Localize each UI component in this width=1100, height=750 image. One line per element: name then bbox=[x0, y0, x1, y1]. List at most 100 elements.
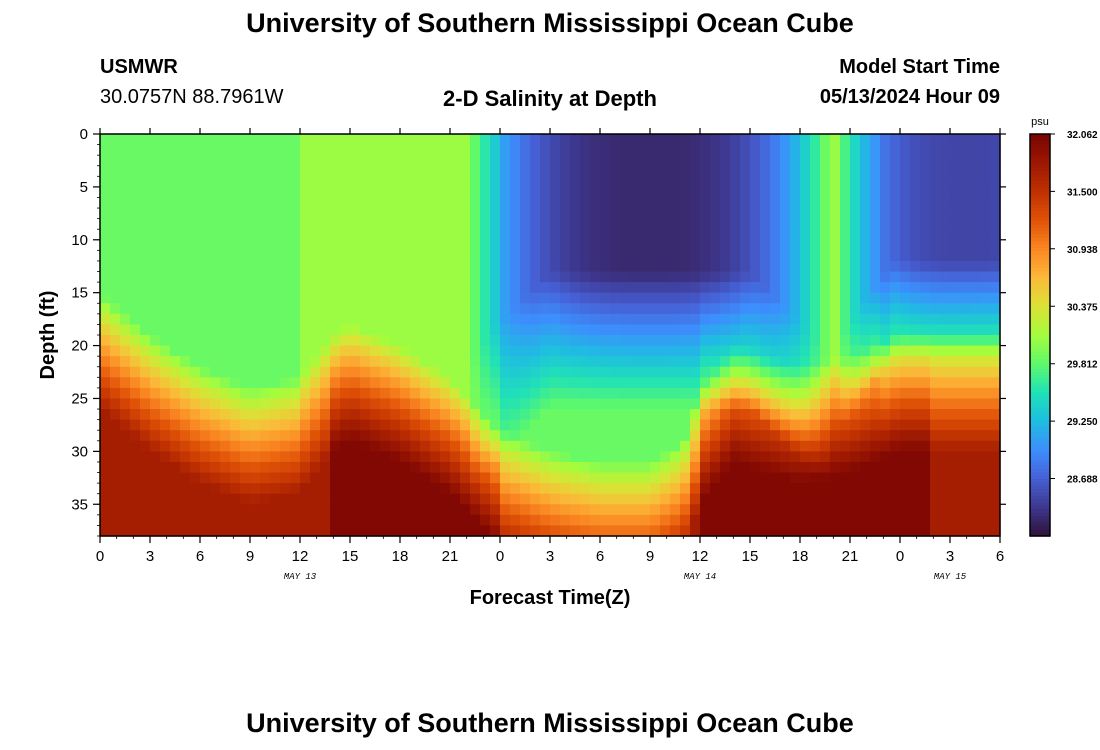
heatmap-cell bbox=[150, 282, 161, 294]
heatmap-cell bbox=[470, 387, 481, 400]
heatmap-cell bbox=[640, 250, 651, 262]
heatmap-cell bbox=[900, 430, 911, 442]
heatmap-cell bbox=[950, 271, 961, 283]
colorbar-segment bbox=[1030, 251, 1050, 256]
heatmap-cell bbox=[950, 387, 961, 400]
heatmap-cell bbox=[150, 229, 161, 241]
heatmap-cell bbox=[730, 282, 741, 294]
heatmap-cell bbox=[670, 483, 681, 495]
station-coords: 30.0757N 88.7961W bbox=[100, 86, 284, 108]
heatmap-cell bbox=[190, 186, 201, 199]
heatmap-cell bbox=[350, 134, 361, 146]
heatmap-cell bbox=[410, 356, 421, 368]
heatmap-cell bbox=[980, 260, 991, 273]
heatmap-cell bbox=[390, 218, 401, 230]
heatmap-cell bbox=[430, 419, 441, 431]
colorbar-segment bbox=[1030, 261, 1050, 266]
heatmap-cell bbox=[850, 250, 861, 262]
heatmap-cell bbox=[930, 472, 941, 484]
heatmap-cell bbox=[910, 292, 921, 304]
heatmap-cell bbox=[570, 134, 581, 146]
heatmap-cell bbox=[120, 514, 131, 527]
heatmap-cell bbox=[360, 398, 371, 410]
heatmap-cell bbox=[140, 313, 151, 326]
heatmap-cell bbox=[980, 430, 991, 442]
heatmap-cell bbox=[120, 345, 131, 357]
heatmap-cell bbox=[610, 483, 621, 495]
heatmap-cell bbox=[690, 197, 701, 209]
heatmap-cell bbox=[310, 356, 321, 368]
heatmap-cell bbox=[890, 409, 901, 421]
heatmap-cell bbox=[780, 218, 791, 230]
heatmap-cell bbox=[810, 155, 821, 167]
heatmap-cell bbox=[370, 218, 381, 230]
heatmap-cell bbox=[360, 335, 371, 347]
heatmap-cell bbox=[890, 218, 901, 230]
heatmap-cell bbox=[770, 303, 781, 315]
heatmap-cell bbox=[800, 260, 811, 273]
heatmap-cell bbox=[440, 176, 451, 188]
heatmap-cell bbox=[360, 504, 371, 516]
heatmap-cell bbox=[210, 525, 221, 537]
heatmap-cell bbox=[310, 440, 321, 452]
colorbar-segment bbox=[1030, 365, 1050, 370]
heatmap-cell bbox=[550, 483, 561, 495]
heatmap-cell bbox=[380, 525, 391, 537]
heatmap-cell bbox=[300, 419, 311, 431]
heatmap-cell bbox=[580, 155, 591, 167]
heatmap-cell bbox=[810, 409, 821, 421]
heatmap-cell bbox=[720, 345, 731, 357]
heatmap-cell bbox=[750, 303, 761, 315]
heatmap-cell bbox=[130, 472, 141, 484]
heatmap-cell bbox=[320, 366, 331, 378]
heatmap-cell bbox=[720, 313, 731, 326]
heatmap-cell bbox=[700, 218, 711, 230]
colorbar-segment bbox=[1030, 512, 1050, 517]
heatmap-cell bbox=[620, 440, 631, 452]
heatmap-cell bbox=[670, 409, 681, 421]
heatmap-cell bbox=[800, 176, 811, 188]
heatmap-cell bbox=[840, 461, 851, 474]
heatmap-cell bbox=[590, 356, 601, 368]
heatmap-cell bbox=[590, 345, 601, 357]
heatmap-cell bbox=[540, 292, 551, 304]
heatmap-cell bbox=[260, 493, 271, 505]
heatmap-cell bbox=[500, 335, 511, 347]
heatmap-cell bbox=[660, 387, 671, 400]
heatmap-cell bbox=[700, 377, 711, 389]
heatmap-cell bbox=[210, 165, 221, 177]
heatmap-cell bbox=[140, 430, 151, 442]
heatmap-cell bbox=[280, 313, 291, 326]
colorbar-tick-label: 32.062 bbox=[1067, 130, 1098, 141]
heatmap-cell bbox=[550, 387, 561, 400]
heatmap-cell bbox=[450, 271, 461, 283]
heatmap-cell bbox=[650, 134, 661, 146]
heatmap-cell bbox=[210, 208, 221, 220]
heatmap-cell bbox=[920, 335, 931, 347]
heatmap-cell bbox=[530, 324, 541, 336]
heatmap-cell bbox=[430, 356, 441, 368]
heatmap-cell bbox=[420, 356, 431, 368]
heatmap-cell bbox=[140, 356, 151, 368]
heatmap-cell bbox=[340, 324, 351, 336]
heatmap-cell bbox=[250, 504, 261, 516]
heatmap-cell bbox=[270, 451, 281, 463]
heatmap-cell bbox=[800, 525, 811, 537]
heatmap-cell bbox=[170, 335, 181, 347]
heatmap-cell bbox=[230, 398, 241, 410]
heatmap-cell bbox=[310, 186, 321, 199]
heatmap-cell bbox=[590, 176, 601, 188]
heatmap-cell bbox=[330, 461, 341, 474]
heatmap-cell bbox=[870, 504, 881, 516]
colorbar-segment bbox=[1030, 134, 1050, 138]
heatmap-cell bbox=[740, 461, 751, 474]
colorbar-segment bbox=[1030, 532, 1050, 537]
heatmap-cell bbox=[190, 239, 201, 251]
heatmap-cell bbox=[610, 472, 621, 484]
heatmap-cell bbox=[960, 335, 971, 347]
heatmap-cell bbox=[910, 186, 921, 199]
heatmap-cell bbox=[760, 504, 771, 516]
heatmap-cell bbox=[300, 493, 311, 505]
heatmap-cell bbox=[500, 504, 511, 516]
